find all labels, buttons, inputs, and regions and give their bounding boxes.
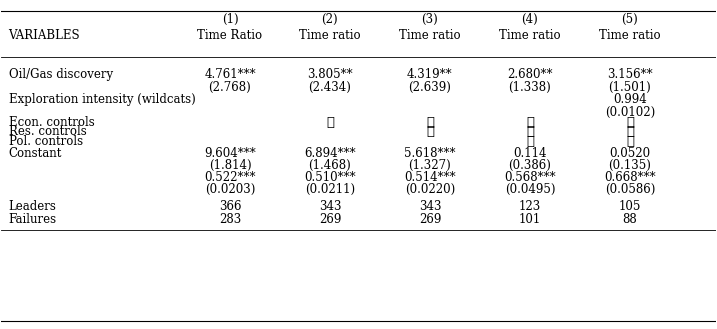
Text: ✓: ✓ — [326, 115, 334, 129]
Text: 5.618***: 5.618*** — [404, 147, 456, 160]
Text: (0.0102): (0.0102) — [604, 106, 655, 119]
Text: ✓: ✓ — [626, 115, 634, 129]
Text: Pol. controls: Pol. controls — [9, 135, 82, 148]
Text: 366: 366 — [219, 200, 241, 214]
Text: (1.814): (1.814) — [209, 159, 251, 172]
Text: (0.0211): (0.0211) — [305, 183, 355, 196]
Text: Econ. controls: Econ. controls — [9, 115, 94, 129]
Text: (1.338): (1.338) — [508, 81, 551, 94]
Text: (0.0495): (0.0495) — [505, 183, 555, 196]
Text: Time ratio: Time ratio — [499, 29, 561, 42]
Text: ✓: ✓ — [526, 125, 534, 139]
Text: 269: 269 — [419, 214, 441, 226]
Text: 0.514***: 0.514*** — [404, 171, 456, 184]
Text: (0.135): (0.135) — [609, 159, 651, 172]
Text: (1.468): (1.468) — [308, 159, 351, 172]
Text: 101: 101 — [519, 214, 541, 226]
Text: Time ratio: Time ratio — [399, 29, 461, 42]
Text: ✓: ✓ — [626, 125, 634, 139]
Text: 0.114: 0.114 — [513, 147, 546, 160]
Text: 3.805**: 3.805** — [307, 68, 353, 81]
Text: (2.768): (2.768) — [209, 81, 252, 94]
Text: 4.319**: 4.319** — [407, 68, 452, 81]
Text: (2): (2) — [322, 13, 338, 26]
Text: 105: 105 — [619, 200, 641, 214]
Text: 283: 283 — [219, 214, 241, 226]
Text: Leaders: Leaders — [9, 200, 57, 214]
Text: (1.501): (1.501) — [609, 81, 651, 94]
Text: Time Ratio: Time Ratio — [197, 29, 262, 42]
Text: Exploration intensity (wildcats): Exploration intensity (wildcats) — [9, 93, 195, 106]
Text: 3.156**: 3.156** — [607, 68, 652, 81]
Text: ✓: ✓ — [426, 125, 434, 139]
Text: 0.510***: 0.510*** — [304, 171, 356, 184]
Text: 0.994: 0.994 — [613, 93, 647, 106]
Text: ✓: ✓ — [526, 115, 534, 129]
Text: Time ratio: Time ratio — [599, 29, 661, 42]
Text: 343: 343 — [318, 200, 341, 214]
Text: VARIABLES: VARIABLES — [9, 29, 80, 42]
Text: 123: 123 — [519, 200, 541, 214]
Text: (4): (4) — [521, 13, 538, 26]
Text: (0.0220): (0.0220) — [405, 183, 455, 196]
Text: (0.386): (0.386) — [508, 159, 551, 172]
Text: 88: 88 — [622, 214, 637, 226]
Text: Constant: Constant — [9, 147, 62, 160]
Text: 343: 343 — [419, 200, 441, 214]
Text: 269: 269 — [319, 214, 341, 226]
Text: 2.680**: 2.680** — [507, 68, 553, 81]
Text: 6.894***: 6.894*** — [304, 147, 356, 160]
Text: (1.327): (1.327) — [409, 159, 451, 172]
Text: (5): (5) — [622, 13, 638, 26]
Text: ✓: ✓ — [526, 135, 534, 148]
Text: 0.522***: 0.522*** — [204, 171, 256, 184]
Text: (0.0203): (0.0203) — [205, 183, 255, 196]
Text: (1): (1) — [222, 13, 238, 26]
Text: 9.604***: 9.604*** — [204, 147, 256, 160]
Text: ✓: ✓ — [626, 135, 634, 148]
Text: Time ratio: Time ratio — [299, 29, 361, 42]
Text: (3): (3) — [422, 13, 438, 26]
Text: 0.668***: 0.668*** — [604, 171, 656, 184]
Text: Oil/Gas discovery: Oil/Gas discovery — [9, 68, 113, 81]
Text: (2.434): (2.434) — [308, 81, 351, 94]
Text: (2.639): (2.639) — [409, 81, 452, 94]
Text: Failures: Failures — [9, 214, 57, 226]
Text: ✓: ✓ — [426, 115, 434, 129]
Text: 0.568***: 0.568*** — [504, 171, 556, 184]
Text: 0.0520: 0.0520 — [609, 147, 650, 160]
Text: Res. controls: Res. controls — [9, 125, 86, 139]
Text: 4.761***: 4.761*** — [204, 68, 256, 81]
Text: (0.0586): (0.0586) — [604, 183, 655, 196]
